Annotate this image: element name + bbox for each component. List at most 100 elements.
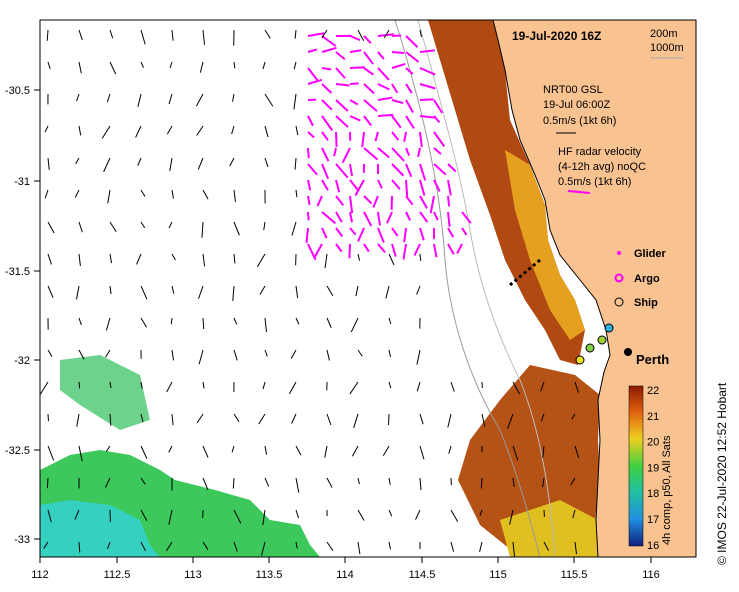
gsl-arrow	[109, 253, 113, 264]
gsl-arrow	[264, 125, 269, 138]
gsl-arrow	[46, 29, 49, 41]
radar-arrow	[363, 35, 372, 44]
gsl-arrow	[78, 61, 82, 74]
gsl-arrow	[295, 509, 300, 519]
radar-arrow	[447, 211, 451, 227]
radar-arrow	[307, 131, 315, 139]
gsl-arrow	[479, 509, 483, 516]
perth-marker	[624, 348, 632, 356]
gsl-arrow	[170, 317, 173, 325]
radar-arrow	[405, 211, 412, 221]
radar-arrow	[377, 113, 394, 117]
gsl-arrow	[140, 221, 146, 228]
radar-arrow	[386, 211, 393, 224]
radar-arrow	[377, 227, 385, 243]
y-axis: -30.5 -31 -31.5 -32 -32.5 -33	[5, 85, 40, 546]
gsl-arrow	[196, 125, 204, 136]
radar-arrow	[447, 195, 451, 207]
gsl-arrow	[450, 541, 455, 552]
radar-arrow	[363, 115, 373, 127]
gsl-arrow	[542, 477, 545, 488]
gsl-arrow	[107, 541, 111, 549]
y-tick-label: -31.5	[5, 266, 30, 278]
gsl-arrow	[262, 509, 266, 526]
radar-arrow	[307, 78, 323, 85]
radar-arrow	[361, 131, 365, 148]
radar-scale: 0.5m/s (1kt 6h)	[558, 176, 631, 188]
gsl-arrow	[293, 93, 297, 110]
gsl-arrow	[168, 509, 173, 525]
gsl-arrow	[507, 413, 514, 429]
radar-arrow	[335, 227, 344, 237]
gsl-arrow	[199, 61, 204, 73]
radar-arrow	[335, 83, 350, 87]
gsl-arrow	[479, 541, 483, 553]
gsl-arrow	[76, 93, 80, 102]
gsl-arrow	[198, 349, 204, 365]
gsl-arrow	[47, 221, 55, 234]
gsl-arrow	[295, 445, 302, 456]
radar-arrow	[349, 66, 365, 69]
depth-label-1000: 1000m	[650, 42, 684, 54]
radar-arrow	[433, 147, 442, 155]
gsl-arrow	[351, 445, 359, 457]
radar-arrow	[307, 195, 311, 205]
gsl-arrow	[103, 157, 111, 173]
gsl-vectors	[39, 29, 580, 557]
gsl-arrow	[450, 381, 455, 392]
radar-arrow	[335, 195, 345, 206]
gsl-arrow	[324, 445, 328, 458]
radar-arrow	[321, 227, 328, 239]
ship-legend-label: Ship	[634, 297, 658, 309]
radar-arrow	[461, 227, 468, 236]
gsl-arrow	[481, 413, 486, 428]
glider-legend-label: Glider	[634, 248, 667, 260]
radar-arrow	[363, 195, 373, 205]
gsl-arrow	[264, 445, 268, 455]
gsl-arrow	[202, 189, 209, 200]
gsl-arrow	[140, 541, 146, 552]
gsl-arrow	[47, 61, 51, 69]
gsl-arrow	[571, 413, 576, 420]
gsl-arrow	[78, 253, 81, 267]
map-title: 19-Jul-2020 16Z	[512, 29, 601, 43]
gsl-arrow	[168, 445, 173, 453]
radar-arrow	[419, 83, 436, 90]
gsl-arrow	[195, 93, 204, 107]
radar-arrow	[307, 211, 310, 221]
gsl-arrow	[166, 125, 173, 135]
radar-arrow	[335, 115, 349, 128]
ship-marker-3	[597, 335, 607, 345]
radar-arrow	[348, 243, 351, 259]
gsl-arrow	[233, 221, 240, 236]
radar-arrow	[419, 49, 435, 53]
gsl-arrow	[43, 541, 49, 549]
glider-track	[509, 258, 541, 287]
y-tick-label: -32.5	[5, 445, 30, 457]
colorbar-tick-label: 17	[647, 514, 659, 526]
gsl-arrow	[74, 189, 80, 198]
gsl-arrow	[450, 509, 459, 523]
gsl-arrow	[169, 157, 173, 172]
radar-arrow	[335, 211, 343, 223]
gsl-arrow	[106, 93, 111, 103]
gsl-arrow	[171, 285, 175, 294]
radar-arrow	[335, 243, 343, 253]
radar-arrow	[335, 67, 346, 79]
radar-arrow	[321, 115, 334, 131]
gsl-arrow	[78, 29, 83, 41]
y-tick-label: -30.5	[5, 85, 30, 97]
x-tick-label: 112.5	[104, 569, 131, 581]
gsl-arrow	[264, 349, 268, 357]
radar-arrow	[349, 82, 359, 85]
radar-arrow	[405, 83, 413, 94]
gsl-arrow	[326, 413, 332, 426]
gsl-arrow	[44, 189, 49, 199]
gsl-arrow	[166, 381, 173, 393]
radar-arrow	[402, 243, 407, 260]
gsl-arrow	[321, 29, 328, 39]
gsl-arrow	[542, 445, 545, 458]
radar-arrow	[391, 147, 405, 162]
gsl-arrow	[78, 125, 82, 136]
radar-arrow	[363, 51, 374, 65]
